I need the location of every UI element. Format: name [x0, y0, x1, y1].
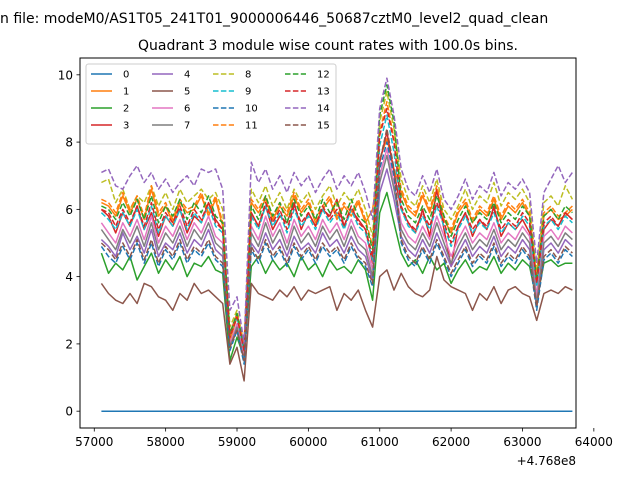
y-tick-label: 8 — [65, 136, 73, 150]
legend-label-15: 15 — [317, 121, 330, 132]
series-line-6 — [100, 148, 573, 359]
y-tick-label: 2 — [65, 337, 73, 351]
legend-label-8: 8 — [245, 70, 251, 81]
legend-label-2: 2 — [123, 104, 129, 115]
x-tick-label: 58000 — [147, 435, 185, 449]
x-axis: 57000 58000 59000 60000 61000 62000 63000 64000 — [75, 428, 613, 449]
legend-label-14: 14 — [317, 104, 330, 115]
x-tick-label: 60000 — [289, 435, 327, 449]
series-line-13 — [101, 107, 573, 352]
chart-title: Quadrant 3 module wise count rates with … — [138, 38, 518, 54]
y-tick-label: 4 — [65, 270, 73, 284]
legend-label-11: 11 — [245, 121, 258, 132]
legend-label-9: 9 — [245, 87, 251, 98]
x-tick-label: 61000 — [361, 435, 399, 449]
y-tick-label: 10 — [58, 68, 73, 82]
series-layer — [100, 77, 574, 412]
legend-label-0: 0 — [123, 70, 129, 81]
legend-label-3: 3 — [123, 121, 129, 132]
series-line-8 — [101, 90, 574, 345]
legend-label-6: 6 — [184, 104, 190, 115]
y-tick-label: 6 — [65, 203, 73, 217]
series-line-10 — [100, 141, 573, 365]
legend-label-5: 5 — [184, 87, 190, 98]
legend-label-10: 10 — [245, 104, 258, 115]
figure-suptitle: n file: modeM0/AS1T05_241T01_9000006446_… — [0, 11, 548, 27]
x-tick-label: 57000 — [75, 435, 113, 449]
x-tick-label: 62000 — [432, 435, 470, 449]
plot-frame — [79, 57, 577, 429]
x-axis-offset-label: +4.768e8 — [517, 454, 576, 468]
series-line-12 — [101, 84, 573, 349]
y-tick-label: 0 — [65, 405, 73, 419]
series-line-2 — [100, 191, 573, 362]
series-line-5 — [100, 255, 573, 382]
series-line-4 — [100, 168, 573, 362]
x-tick-label: 59000 — [218, 435, 256, 449]
series-line-3 — [100, 131, 573, 355]
legend-label-13: 13 — [317, 87, 330, 98]
legend-box — [85, 63, 337, 145]
series-line-9 — [100, 114, 573, 352]
legend-label-4: 4 — [184, 70, 190, 81]
legend-label-12: 12 — [317, 70, 330, 81]
series-line-14 — [101, 77, 574, 345]
y-axis: 0 2 4 6 8 10 — [58, 68, 80, 419]
series-line-1 — [101, 137, 573, 349]
series-line-7 — [100, 154, 573, 362]
legend-label-1: 1 — [123, 87, 129, 98]
x-tick-label: 63000 — [503, 435, 541, 449]
series-line-15 — [100, 127, 573, 362]
x-tick-label: 64000 — [575, 435, 613, 449]
legend-label-7: 7 — [184, 121, 190, 132]
